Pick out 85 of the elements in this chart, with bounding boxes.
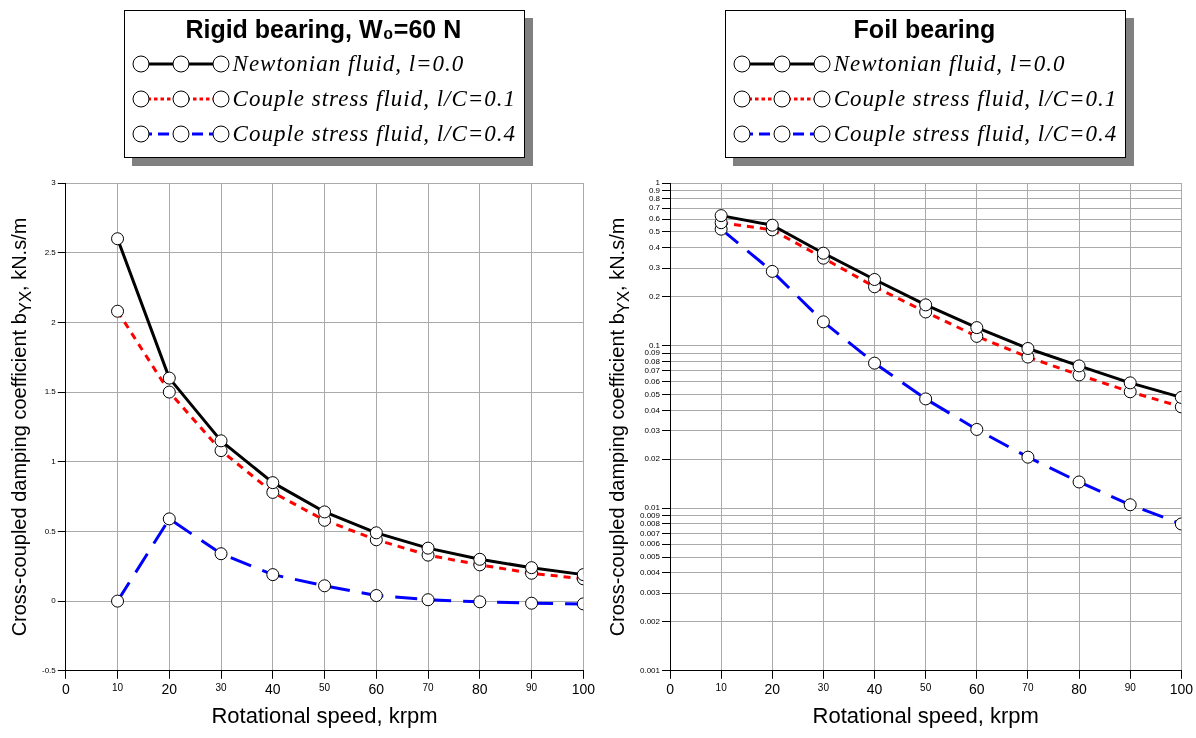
y-tick-label: 0.09 [644,348,661,358]
legend-label: Newtonian fluid, l=0.0 [232,50,465,77]
x-tick-label: 80 [472,681,488,698]
point [111,232,125,246]
x-axis-title: Rotational speed, krpm [812,702,1039,728]
y-tick-label: 0 [51,596,57,606]
x-tick-label: 70 [1022,681,1034,693]
point [162,371,176,385]
point [421,541,435,555]
chart-title: Foil bearing [852,15,997,44]
point [714,209,728,223]
y-tick-label: 0.6 [648,214,661,224]
y-tick-label: 0.06 [644,376,661,386]
y-tick-label: 0.04 [644,405,661,415]
x-tick-label: 80 [1071,681,1088,698]
legend-label: Newtonian fluid, l=0.0 [833,50,1066,77]
y-tick-label: 0.006 [639,539,661,549]
y-tick-label: 0.007 [639,528,661,538]
point [318,505,332,519]
x-tick-label: 20 [764,681,781,698]
y-tick-label: 0.01 [644,503,661,513]
x-tick-label: 10 [715,681,728,693]
x-tick-label: 60 [368,681,385,698]
y-tick-label: 0.3 [648,263,661,273]
point [369,526,383,540]
x-tick-label: 40 [866,681,883,698]
y-tick-label: 0.002 [639,617,661,627]
point [214,434,228,448]
x-tick-label: 30 [215,681,228,693]
y-tick-label: 0.2 [648,291,661,301]
x-tick-label: 90 [1124,681,1137,693]
point [525,561,539,575]
point [1072,359,1086,373]
x-tick-label: 10 [111,681,124,693]
y-tick-label: 1 [655,178,661,188]
y-tick-label: 2.5 [44,247,57,257]
point [868,273,882,286]
point [765,218,779,232]
legend-label: Couple stress fluid, l/C=0.1 [232,85,517,112]
y-tick-label: 0.07 [644,365,661,375]
y-tick-label: 0.008 [639,519,661,529]
point [970,321,984,335]
chart-title: Rigid bearing, W₀=60 N [184,15,463,44]
x-tick-label: 100 [1169,681,1194,698]
y-tick-label: 0.5 [44,526,57,536]
legend-label: Couple stress fluid, l/C=0.4 [232,120,517,147]
point [919,298,933,312]
y-tick-label: 0.08 [644,356,661,366]
x-tick-label: 90 [526,681,538,693]
x-tick-label: 60 [969,681,985,698]
x-tick-label: 0 [666,681,675,698]
point [1123,376,1137,390]
y-tick-label: -0.5 [41,666,57,675]
x-tick-label: 30 [817,681,830,693]
y-tick-label: 0.1 [648,340,661,350]
y-tick-label: 1 [51,456,57,466]
y-tick-label: 0.8 [648,193,661,203]
y-tick-label: 0.05 [644,389,661,399]
y-tick-label: 0.005 [639,552,661,562]
x-tick-label: 20 [161,681,178,698]
x-axis-title: Rotational speed, krpm [211,702,438,728]
x-tick-label: 50 [920,681,932,693]
y-tick-label: 0.7 [648,203,661,213]
y-tick-label: 0.03 [644,425,661,435]
point [266,476,280,490]
y-tick-label: 0.003 [639,588,661,598]
x-tick-label: 100 [571,681,596,698]
x-tick-label: 70 [422,681,435,693]
y-tick-label: 3 [51,178,57,188]
y-tick-label: 2 [51,317,57,327]
y-tick-label: 0.001 [639,666,661,675]
y-tick-label: 0.4 [648,242,661,252]
y-tick-label: 0.009 [639,510,661,520]
x-tick-label: 40 [265,681,281,698]
y-tick-label: 0.02 [644,454,661,464]
legend-label: Couple stress fluid, l/C=0.4 [833,120,1118,147]
legend-label: Couple stress fluid, l/C=0.1 [833,85,1118,112]
point [1021,341,1035,355]
y-tick-label: 0.5 [648,227,661,237]
y-tick-label: 1.5 [44,387,57,397]
point [473,552,487,566]
point [816,246,830,260]
x-tick-label: 50 [318,681,331,693]
y-tick-label: 0.004 [639,568,661,578]
y-tick-label: 0.9 [648,185,661,195]
